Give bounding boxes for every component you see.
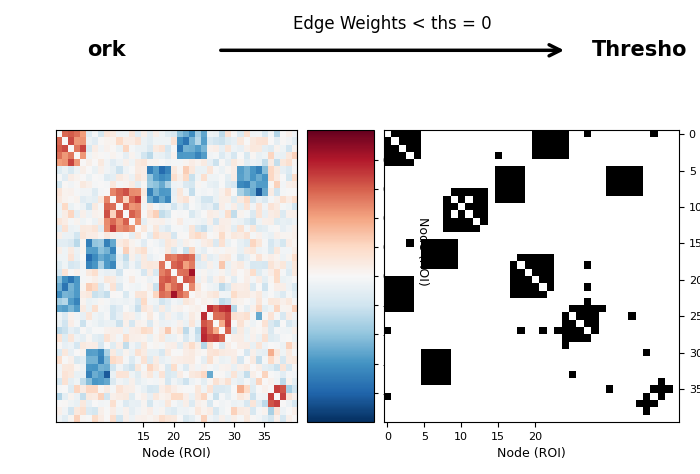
Text: Thresho: Thresho	[592, 40, 687, 60]
Text: Node (ROI): Node (ROI)	[416, 217, 430, 286]
X-axis label: Node (ROI): Node (ROI)	[497, 447, 566, 460]
Text: ork: ork	[88, 40, 126, 60]
X-axis label: Node (ROI): Node (ROI)	[142, 447, 211, 460]
Text: Edge Weights < ths = 0: Edge Weights < ths = 0	[293, 15, 491, 33]
